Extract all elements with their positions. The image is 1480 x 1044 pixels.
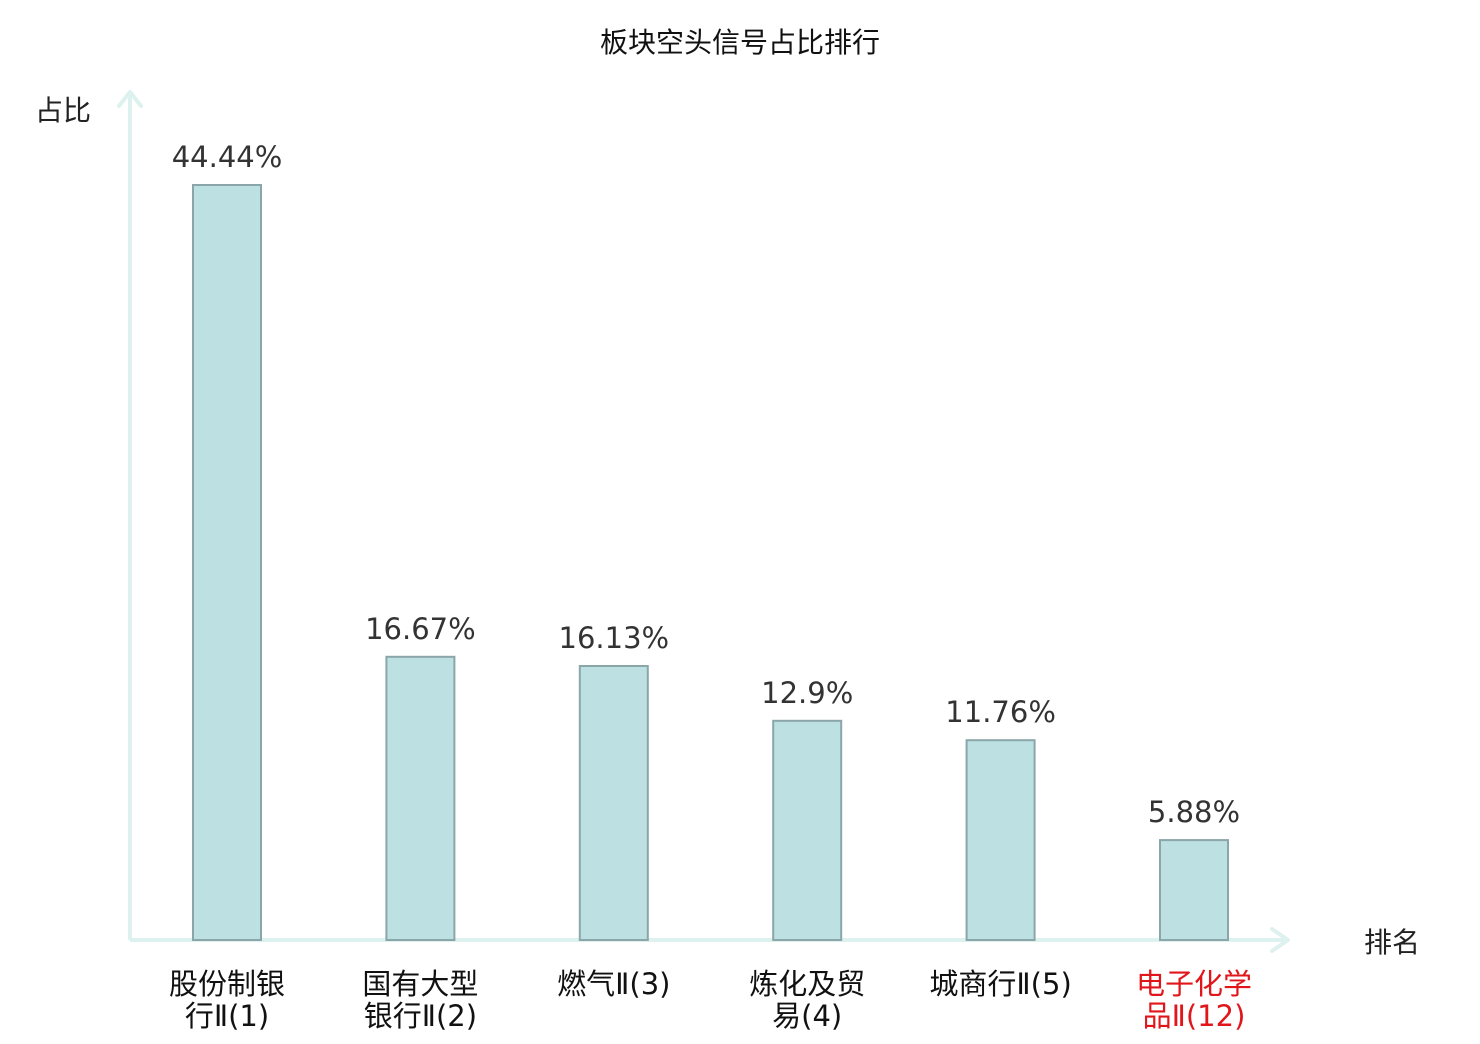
- bar-value-label: 12.9%: [761, 676, 853, 710]
- bar-value-label: 44.44%: [172, 140, 283, 174]
- category-label-line: 银行Ⅱ(2): [364, 999, 477, 1033]
- category-label-line: 城商行Ⅱ(5): [929, 967, 1071, 1001]
- category-label: 燃气Ⅱ(3): [557, 967, 670, 1001]
- y-axis-arrow-icon: [117, 90, 143, 108]
- category-label: 电子化学品Ⅱ(12): [1136, 967, 1252, 1033]
- bars-group: [192, 184, 1229, 942]
- bar: [192, 184, 262, 941]
- x-axis-arrow-icon: [1270, 927, 1290, 953]
- bar: [965, 739, 1036, 942]
- category-label-line: 燃气Ⅱ(3): [557, 967, 670, 1001]
- category-label-line: 行Ⅱ(1): [185, 999, 269, 1033]
- category-labels-group: 股份制银行Ⅱ(1) 国有大型银行Ⅱ(2) 燃气Ⅱ(3) 炼化及贸易(4) 城商行Ⅱ(5)…: [169, 967, 1252, 1033]
- category-label: 炼化及贸易(4): [749, 967, 865, 1033]
- x-axis-label: 排名: [1364, 926, 1420, 959]
- bar-value-label: 5.88%: [1148, 795, 1240, 829]
- bar-value-label: 16.67%: [365, 612, 476, 646]
- category-label-line: 电子化学: [1136, 967, 1252, 1001]
- category-label: 国有大型银行Ⅱ(2): [362, 967, 478, 1033]
- bar-value-label: 16.13%: [559, 621, 670, 655]
- category-label: 城商行Ⅱ(5): [929, 967, 1071, 1001]
- bar: [772, 719, 843, 941]
- category-label-line: 国有大型: [362, 967, 478, 1001]
- chart-title: 板块空头信号占比排行: [600, 26, 880, 59]
- category-label: 股份制银行Ⅱ(1): [169, 967, 285, 1033]
- category-label-line: 炼化及贸: [749, 967, 865, 1001]
- bar: [1159, 839, 1229, 941]
- bar-value-label: 11.76%: [945, 695, 1056, 729]
- bar: [385, 655, 456, 941]
- bar: [578, 665, 649, 941]
- category-label-line: 品Ⅱ(12): [1143, 999, 1246, 1033]
- y-axis-label: 占比: [35, 94, 91, 127]
- category-label-line: 股份制银: [169, 967, 285, 1001]
- category-label-line: 易(4): [772, 999, 842, 1033]
- value-labels-group: 44.44% 16.67% 16.13% 12.9% 11.76% 5.88%: [172, 140, 1240, 829]
